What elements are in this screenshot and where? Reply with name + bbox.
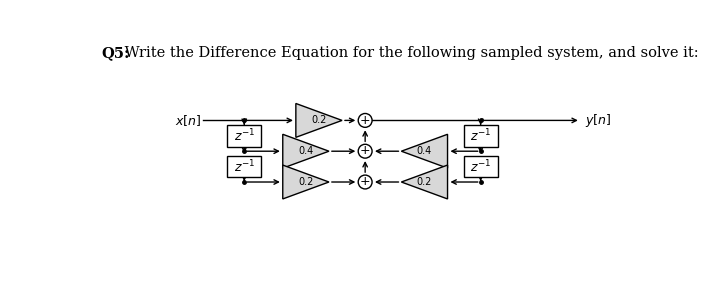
Text: $z^{-1}$: $z^{-1}$ [470, 158, 491, 175]
Polygon shape [283, 134, 329, 168]
Bar [228, 156, 261, 178]
Text: 0.2: 0.2 [298, 177, 313, 187]
Text: $z^{-1}$: $z^{-1}$ [234, 127, 255, 144]
Text: 0.4: 0.4 [417, 146, 432, 156]
Text: Q5:: Q5: [101, 46, 130, 60]
Bar [228, 125, 261, 147]
Text: Write the Difference Equation for the following sampled system, and solve it:: Write the Difference Equation for the fo… [120, 46, 698, 60]
Text: 0.2: 0.2 [417, 177, 432, 187]
Circle shape [359, 144, 372, 158]
Text: 0.2: 0.2 [311, 116, 327, 126]
Text: +: + [360, 175, 371, 188]
Polygon shape [296, 103, 342, 137]
Polygon shape [401, 165, 448, 199]
Polygon shape [401, 134, 448, 168]
Text: +: + [360, 144, 371, 157]
Text: +: + [360, 113, 371, 126]
Text: $y[n]$: $y[n]$ [585, 112, 611, 129]
Polygon shape [283, 165, 329, 199]
Text: $x[n]$: $x[n]$ [175, 113, 201, 128]
Text: $z^{-1}$: $z^{-1}$ [470, 127, 491, 144]
Circle shape [359, 175, 372, 189]
Text: $z^{-1}$: $z^{-1}$ [234, 158, 255, 175]
Bar [464, 125, 498, 147]
Circle shape [359, 113, 372, 127]
Bar [464, 156, 498, 178]
Text: 0.4: 0.4 [298, 146, 313, 156]
